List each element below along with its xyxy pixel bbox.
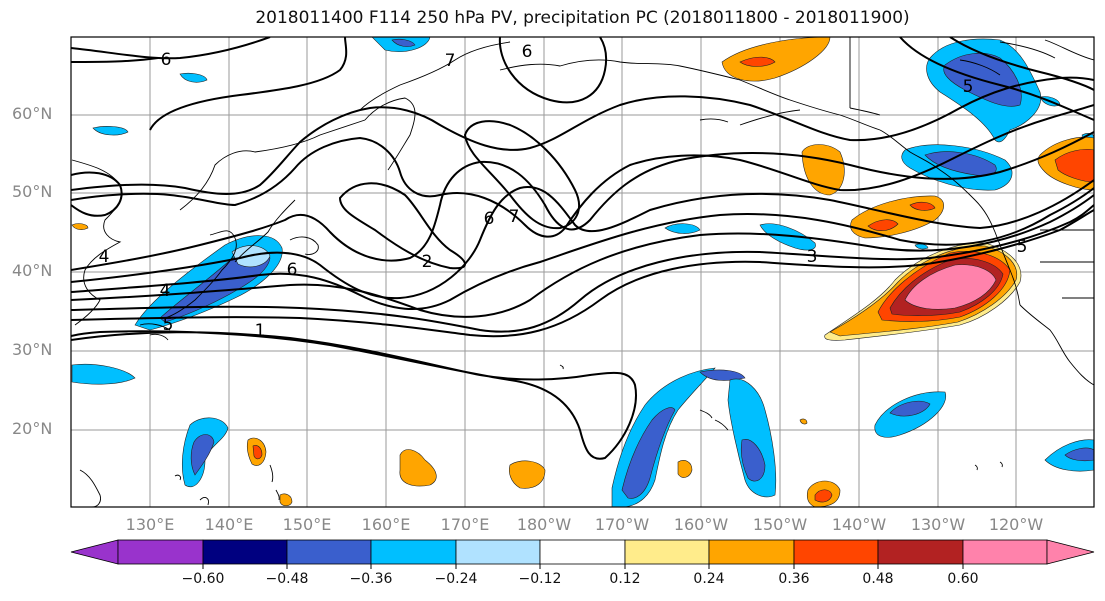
contour-label: 1: [255, 321, 266, 341]
latitude-label: 40°N: [12, 261, 53, 280]
colorbar-tick-label: −0.48: [265, 571, 309, 587]
contour-label: 7: [509, 207, 520, 227]
colorbar-tick-label: −0.12: [518, 571, 562, 587]
colorbar: [70, 539, 1095, 569]
latitude-label: 50°N: [12, 182, 53, 201]
latitude-label: 30°N: [12, 340, 53, 359]
longitude-label: 130°W: [910, 515, 966, 534]
longitude-label: 120°W: [988, 515, 1044, 534]
longitude-label: 180°W: [516, 515, 572, 534]
longitude-label: 160°W: [673, 515, 729, 534]
positive-precip-shading: [71, 37, 1094, 507]
longitude-label: 140°E: [204, 515, 254, 534]
latitude-label: 60°N: [12, 104, 53, 123]
colorbar-tick-label: −0.60: [181, 571, 225, 587]
contour-label: 5: [963, 77, 974, 97]
contour-label: 6: [484, 209, 495, 229]
colorbar-tick-label: 0.12: [609, 571, 641, 587]
map-title: 2018011400 F114 250 hPa PV, precipitatio…: [255, 8, 910, 28]
longitude-label: 140°W: [831, 515, 887, 534]
contour-label: 7: [445, 51, 456, 71]
colorbar-tick-label: −0.36: [349, 571, 393, 587]
latitude-label: 20°N: [12, 419, 53, 438]
contour-label: 5: [1017, 237, 1028, 257]
longitude-label: 130°E: [125, 515, 175, 534]
contour-label-group: 6 7 6 5 4 4 6 6 7 2 3 1 5 5: [99, 42, 1028, 341]
contour-label: 6: [161, 50, 172, 70]
longitude-label: 170°E: [440, 515, 490, 534]
colorbar-tick-label: 0.48: [862, 571, 894, 587]
contour-label: 2: [422, 252, 433, 272]
longitude-label: 150°E: [282, 515, 332, 534]
colorbar-tick-label: 0.60: [947, 571, 979, 587]
longitude-label: 150°W: [752, 515, 808, 534]
colorbar-tick-label: 0.24: [693, 571, 725, 587]
longitude-label: 170°W: [594, 515, 650, 534]
plot-frame: [70, 36, 1095, 508]
contour-label: 5: [163, 315, 174, 335]
contour-label: 4: [99, 247, 110, 267]
colorbar-tick-label: 0.36: [778, 571, 810, 587]
contour-label: 3: [807, 247, 818, 267]
contour-label: 4: [160, 281, 171, 301]
longitude-label: 160°E: [361, 515, 411, 534]
contour-label: 6: [522, 42, 533, 62]
pv-contours: [71, 37, 1094, 460]
contour-label: 6: [287, 260, 298, 280]
colorbar-tick-label: −0.24: [434, 571, 478, 587]
